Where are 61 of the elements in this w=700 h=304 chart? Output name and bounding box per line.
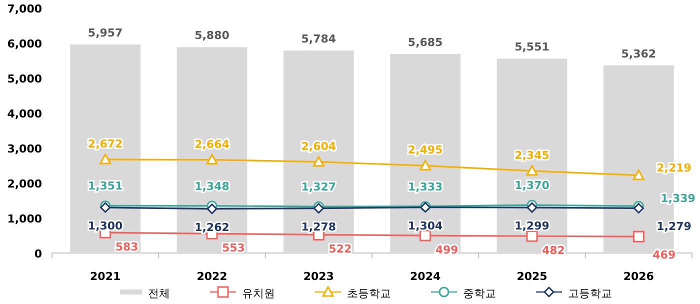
data-label: 1,300 [88, 220, 124, 232]
legend-label: 초등학교 [347, 287, 391, 300]
data-label: 553 [222, 242, 245, 255]
data-label: 1,333 [408, 180, 443, 194]
data-label: 1,351 [88, 180, 123, 193]
point [206, 154, 218, 165]
data-label: 2,664 [194, 138, 230, 151]
data-label: 499 [435, 244, 458, 257]
legend-label: 전체 [148, 287, 170, 300]
data-label: 1,279 [656, 220, 692, 234]
data-label: 482 [542, 244, 565, 258]
data-label: 1,278 [301, 220, 336, 234]
y-tick-label: 0 [34, 248, 42, 260]
data-label: 5,685 [408, 36, 443, 50]
data-label: 1,370 [514, 179, 550, 192]
y-tick-label: 3,000 [7, 142, 42, 156]
x-tick-label: 2022 [196, 270, 228, 283]
data-label: 5,362 [621, 47, 656, 60]
point [420, 160, 432, 170]
point [206, 204, 218, 214]
y-tick-label: 7,000 [7, 2, 42, 16]
x-tick-label: 2023 [303, 270, 334, 283]
data-label: 583 [115, 240, 138, 254]
point [632, 230, 644, 242]
y-tick-label: 6,000 [7, 38, 42, 50]
bar [283, 50, 354, 253]
legend-label: 고등학교 [568, 287, 612, 300]
data-label: 2,345 [514, 148, 550, 162]
data-label: 469 [652, 248, 676, 262]
legend-label: 유치원 [242, 287, 275, 300]
x-tick-label: 2025 [516, 270, 548, 283]
bar [70, 44, 141, 253]
data-label: 5,551 [514, 40, 550, 54]
y-tick-label: 4,000 [7, 108, 42, 120]
legend-label: 중학교 [463, 287, 496, 300]
data-label: 5,880 [194, 29, 230, 42]
data-label: 2,604 [301, 140, 336, 153]
x-tick-label: 2021 [90, 270, 121, 283]
data-label: 5,957 [88, 26, 123, 40]
data-label: 1,339 [660, 192, 696, 206]
point [526, 202, 538, 213]
point [526, 165, 538, 176]
data-label: 2,672 [88, 137, 123, 150]
data-label: 1,327 [301, 180, 336, 194]
x-tick-label: 2026 [623, 270, 654, 283]
y-tick-label: 5,000 [7, 72, 42, 86]
y-tick-label: 2,000 [7, 178, 42, 190]
x-tick-label: 2024 [410, 270, 441, 283]
data-label: 1,262 [194, 220, 230, 234]
bar [390, 54, 461, 253]
data-label: 5,784 [301, 32, 336, 46]
data-label: 1,304 [408, 219, 444, 232]
point [100, 154, 112, 164]
data-label: 522 [328, 242, 352, 256]
data-label: 1,348 [194, 180, 230, 193]
data-label: 1,299 [514, 220, 550, 233]
data-label: 2,495 [408, 144, 443, 157]
data-label: 2,219 [656, 161, 692, 174]
point [632, 170, 644, 180]
y-tick-label: 1,000 [7, 212, 42, 226]
point [312, 156, 324, 167]
